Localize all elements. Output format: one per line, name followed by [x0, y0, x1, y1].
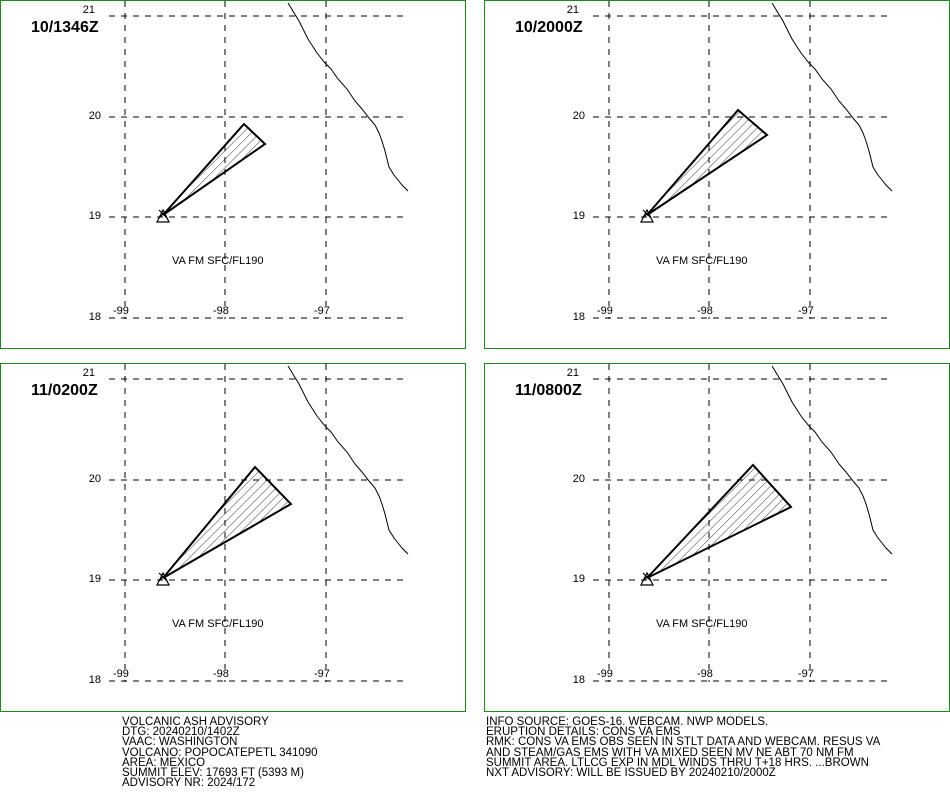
lat-label: 21	[566, 367, 579, 379]
map-canvas	[593, 364, 893, 686]
lon-label: -99	[595, 305, 615, 317]
lat-label: 18	[572, 311, 585, 323]
lat-label: 21	[82, 367, 95, 379]
ash-plume-area	[162, 465, 293, 579]
volcano-icon	[640, 571, 654, 586]
ash-plume-area	[646, 108, 769, 216]
volcano-icon	[156, 208, 170, 223]
panel-valid-time: 10/2000Z	[515, 19, 583, 36]
lat-label: 18	[88, 311, 101, 323]
panel-2: 10/2000Z 21 20 19 18 -99 -98 -97 VA FM SFC/FL190	[484, 0, 950, 349]
volcano-icon	[640, 208, 654, 223]
panel-3: 11/0200Z 21 20 19 18 -99 -98 -97 VA FM SFC/FL190	[0, 363, 466, 712]
advisory-line: SUMMIT ELEV: 17693 FT (5393 M)	[122, 767, 304, 780]
coastline	[287, 365, 409, 555]
lat-label: 19	[88, 573, 101, 585]
panel-valid-time: 11/0800Z	[515, 382, 582, 399]
lat-label: 20	[572, 110, 585, 122]
map-canvas	[593, 1, 893, 323]
lon-label: -99	[111, 668, 131, 680]
ash-plume-area	[646, 463, 793, 579]
advisory-line: AND STEAM/GAS EMS WITH VA MIXED SEEN MV …	[486, 746, 854, 759]
advisory-line: AREA: MEXICO	[122, 756, 206, 769]
va-level-label: VA FM SFC/FL190	[172, 618, 264, 630]
lat-label: 18	[88, 674, 101, 686]
lat-label: 19	[572, 210, 585, 222]
advisory-line: DTG: 20240210/1402Z	[122, 726, 240, 739]
lat-label: 20	[88, 473, 101, 485]
coastline	[771, 365, 893, 555]
lon-label: -97	[312, 668, 332, 680]
va-level-label: VA FM SFC/FL190	[656, 618, 748, 630]
coastline	[771, 2, 893, 192]
advisory-line: VAAC: WASHINGTON	[122, 736, 238, 749]
advisory-right-block: INFO SOURCE: GOES-16. WEBCAM. NWP MODELS…	[486, 716, 881, 780]
map-canvas	[109, 1, 409, 323]
va-level-label: VA FM SFC/FL190	[656, 255, 748, 267]
lat-label: 21	[566, 4, 579, 16]
map-canvas	[109, 364, 409, 686]
lat-label: 19	[572, 573, 585, 585]
lat-label: 18	[572, 674, 585, 686]
lon-label: -97	[796, 668, 816, 680]
lon-label: -99	[595, 668, 615, 680]
advisory-line: ERUPTION DETAILS: CONS VA EMS	[486, 726, 681, 739]
panel-1: 10/1346Z 21 20 19 18 -99 -98 -97 VA FM SFC/FL190	[0, 0, 466, 349]
lon-label: -97	[796, 305, 816, 317]
lat-label: 20	[88, 110, 101, 122]
lon-label: -98	[211, 305, 231, 317]
volcano-icon	[156, 571, 170, 586]
lon-label: -98	[695, 668, 715, 680]
panel-4: 11/0800Z 21 20 19 18 -99 -98 -97 VA FM SFC/FL190	[484, 363, 950, 712]
advisory-line: INFO SOURCE: GOES-16. WEBCAM. NWP MODELS…	[486, 716, 769, 728]
lat-label: 20	[572, 473, 585, 485]
panel-valid-time: 11/0200Z	[31, 382, 98, 399]
ash-plume-area	[162, 122, 267, 216]
advisory-line: NXT ADVISORY: WILL BE ISSUED BY 20240210…	[486, 767, 776, 780]
lon-label: -98	[211, 668, 231, 680]
lon-label: -97	[312, 305, 332, 317]
advisory-line: RMK: CONS VA EMS OBS SEEN IN STLT DATA A…	[486, 736, 881, 749]
coastline	[287, 2, 409, 192]
lat-label: 19	[88, 210, 101, 222]
lat-label: 21	[82, 4, 95, 16]
advisory-line: VOLCANO: POPOCATEPETL 341090	[122, 746, 318, 759]
volcano-mark	[158, 572, 168, 582]
volcano-mark	[642, 209, 652, 219]
panel-valid-time: 10/1346Z	[31, 19, 99, 36]
lon-label: -99	[111, 305, 131, 317]
lon-label: -98	[695, 305, 715, 317]
advisory-line: VOLCANIC ASH ADVISORY	[122, 716, 269, 728]
volcano-mark	[642, 572, 652, 582]
volcano-mark	[158, 209, 168, 219]
advisory-left-block: VOLCANIC ASH ADVISORY DTG: 20240210/1402Z…	[122, 716, 318, 790]
advisory-line: SUMMIT AREA. LTLCG EXP IN MDL WINDS THRU…	[486, 756, 869, 769]
va-level-label: VA FM SFC/FL190	[172, 255, 264, 267]
advisory-line: ADVISORY NR: 2024/172	[122, 777, 256, 790]
